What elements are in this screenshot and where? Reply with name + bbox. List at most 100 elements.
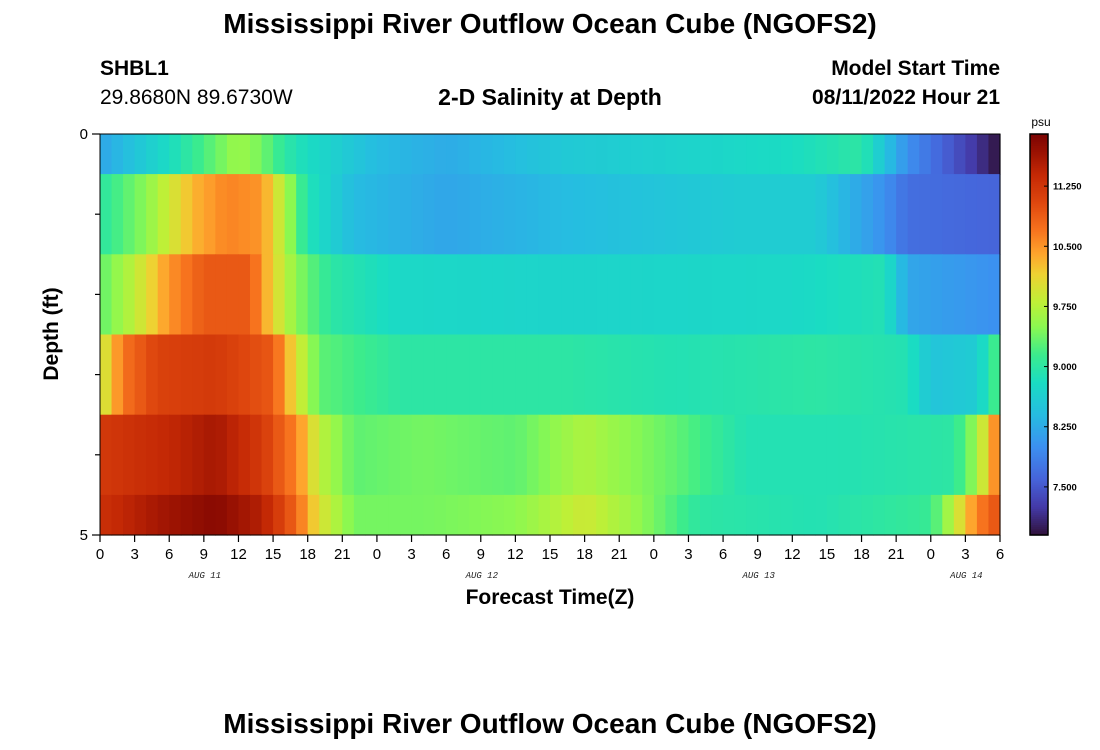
colorbar-segment [1030,244,1048,247]
heatmap-cell [757,174,770,255]
heatmap-cell [792,174,805,255]
heatmap-cell [457,174,470,255]
colorbar-segment [1030,462,1048,466]
heatmap-cell [376,334,390,416]
heatmap-cell [423,134,436,175]
heatmap-cell [838,334,851,416]
x-tick-label: 12 [230,546,247,563]
heatmap-cell [261,334,274,416]
colorbar-segment [1030,464,1048,468]
heatmap-cell [469,494,482,536]
colorbar-segment [1030,414,1048,418]
colorbar-segment [1030,200,1048,203]
heatmap-cell [388,334,401,416]
heatmap-cell [423,174,436,255]
heatmap-cell [988,174,1001,255]
heatmap-cell [503,414,516,496]
heatmap-cell [446,254,459,336]
heatmap-cell [215,174,228,255]
heatmap-cell [307,414,320,496]
colorbar-tick-label: 9.000 [1053,362,1077,373]
heatmap-cell [965,494,978,536]
heatmap-cell [215,254,228,336]
heatmap-cell [538,494,551,536]
colorbar: psu 11.250 10.500 9.750 9.000 8.250 7.500 [1029,115,1082,536]
colorbar-segment [1030,278,1048,281]
heatmap-cell [203,174,216,255]
heatmap-cell [953,254,966,336]
heatmap-cell [526,134,540,175]
heatmap-cell [769,174,782,255]
colorbar-segment [1030,236,1048,239]
colorbar-segment [1030,176,1048,179]
heatmap-cell [457,414,470,496]
heatmap-cell [873,334,886,416]
colorbar-segment [1030,270,1048,273]
heatmap-cell [203,414,216,496]
colorbar-segment [1030,448,1048,452]
heatmap-cell [653,414,666,496]
colorbar-segment [1030,476,1048,480]
heatmap-cell [988,494,1001,536]
heatmap-cell [146,334,159,416]
colorbar-segment [1030,434,1048,438]
colorbar-segment [1030,458,1048,462]
heatmap-cell [296,414,309,496]
heatmap-cell [284,334,297,416]
heatmap-cell [700,494,713,536]
heatmap-cell [169,134,182,175]
heatmap-cell [630,494,643,536]
heatmap-cell [203,134,216,175]
colorbar-segment [1030,502,1048,506]
heatmap-cell [434,414,447,496]
heatmap-cell [688,494,701,536]
heatmap-cell [792,254,805,336]
heatmap-cell [607,254,620,336]
heatmap-cell [307,134,320,175]
heatmap-cell [319,174,332,255]
y-tick-label: 5 [80,527,88,544]
heatmap-cell [976,414,990,496]
heatmap-cell [480,134,493,175]
heatmap-cell [515,334,528,416]
heatmap-cell [826,174,840,255]
heatmap-cell [423,254,436,336]
heatmap-cell [250,254,263,336]
heatmap-cell [711,254,724,336]
heatmap-cell [538,134,551,175]
colorbar-segment [1030,300,1048,304]
heatmap-cell [896,414,909,496]
heatmap-cell [746,254,759,336]
heatmap-cell [261,134,274,175]
heatmap-cell [861,334,874,416]
heatmap-cell [411,134,424,175]
heatmap-cell [123,254,136,336]
heatmap-cell [873,134,886,175]
x-day-label: AUG 13 [741,571,775,581]
colorbar-tick-label: 11.250 [1053,182,1082,193]
footer-title: Mississippi River Outflow Ocean Cube (NG… [223,708,877,739]
heatmap-cell [803,334,816,416]
heatmap-cell [515,414,528,496]
colorbar-segment [1030,520,1048,524]
heatmap-cell [134,254,147,336]
heatmap-cell [157,494,170,536]
heatmap-cell [353,414,366,496]
heatmap-cell [492,174,505,255]
heatmap-cell [769,494,782,536]
colorbar-segment [1030,310,1048,314]
heatmap-cell [180,254,193,336]
heatmap-cell [492,414,505,496]
colorbar-segment [1030,210,1048,213]
heatmap-cell [584,414,597,496]
heatmap-cells [100,134,1001,536]
x-tick-label: 15 [542,546,559,563]
colorbar-segment [1030,528,1048,532]
colorbar-segment [1030,348,1048,352]
heatmap-cell [561,334,574,416]
heatmap-cell [400,494,413,536]
colorbar-segment [1030,444,1048,448]
colorbar-segment [1030,386,1048,390]
heatmap-cell [192,174,205,255]
x-tick-label: 6 [719,546,727,563]
